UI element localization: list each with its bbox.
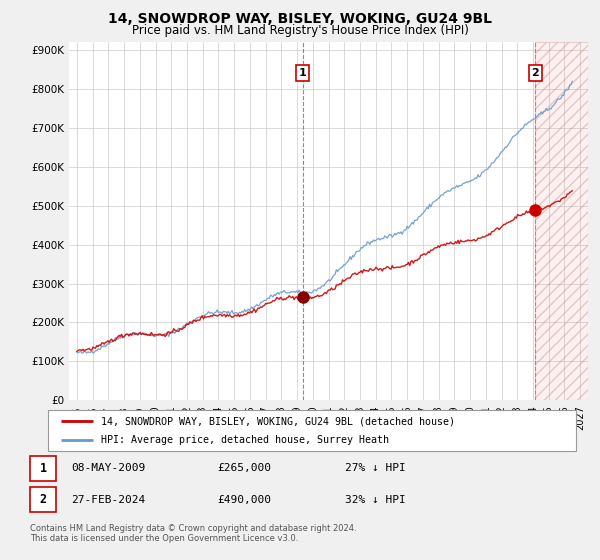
Bar bbox=[30, 487, 56, 512]
Bar bbox=[30, 456, 56, 481]
Text: 14, SNOWDROP WAY, BISLEY, WOKING, GU24 9BL: 14, SNOWDROP WAY, BISLEY, WOKING, GU24 9… bbox=[108, 12, 492, 26]
Text: 27% ↓ HPI: 27% ↓ HPI bbox=[344, 463, 406, 473]
Text: HPI: Average price, detached house, Surrey Heath: HPI: Average price, detached house, Surr… bbox=[101, 435, 389, 445]
Text: Price paid vs. HM Land Registry's House Price Index (HPI): Price paid vs. HM Land Registry's House … bbox=[131, 24, 469, 36]
Bar bbox=[535, 42, 588, 400]
Bar bbox=[535, 42, 588, 400]
Text: 14, SNOWDROP WAY, BISLEY, WOKING, GU24 9BL (detached house): 14, SNOWDROP WAY, BISLEY, WOKING, GU24 9… bbox=[101, 417, 455, 426]
Text: 2: 2 bbox=[532, 68, 539, 78]
Text: 32% ↓ HPI: 32% ↓ HPI bbox=[344, 494, 406, 505]
Text: 2: 2 bbox=[40, 493, 47, 506]
Text: 1: 1 bbox=[299, 68, 307, 78]
Text: 27-FEB-2024: 27-FEB-2024 bbox=[71, 494, 146, 505]
Text: Contains HM Land Registry data © Crown copyright and database right 2024.
This d: Contains HM Land Registry data © Crown c… bbox=[30, 524, 356, 543]
Text: £490,000: £490,000 bbox=[218, 494, 272, 505]
Text: £265,000: £265,000 bbox=[218, 463, 272, 473]
Text: 08-MAY-2009: 08-MAY-2009 bbox=[71, 463, 146, 473]
Text: 1: 1 bbox=[40, 462, 47, 475]
